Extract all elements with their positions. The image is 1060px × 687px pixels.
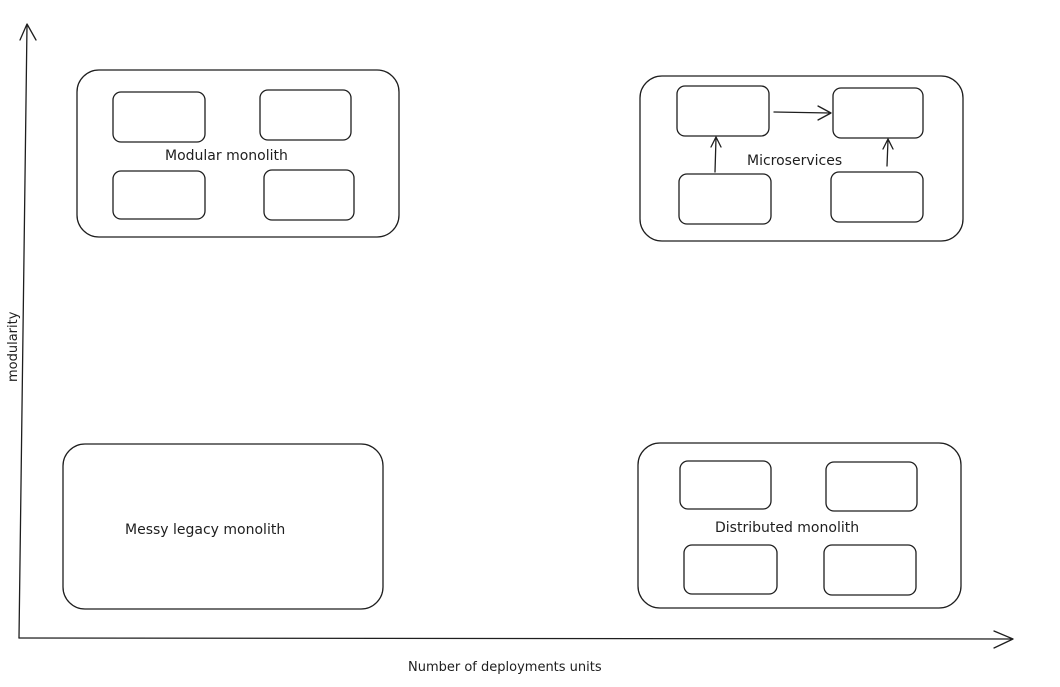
messy-legacy-monolith-box xyxy=(62,443,384,610)
modular-monolith-label: Modular monolith xyxy=(165,148,288,164)
arrow-up-left xyxy=(710,136,722,173)
distributed-monolith-quadrant: Distributed monolith xyxy=(637,442,962,609)
x-axis xyxy=(18,630,1014,649)
service-box xyxy=(679,460,772,510)
service-box xyxy=(676,85,770,137)
microservices-container xyxy=(639,75,964,242)
modular-monolith-container xyxy=(76,69,400,238)
service-box xyxy=(830,171,924,223)
module-box xyxy=(112,170,206,220)
service-box xyxy=(823,544,917,596)
distributed-monolith-label: Distributed monolith xyxy=(715,520,859,536)
service-box xyxy=(825,461,918,512)
arrow-up-right xyxy=(882,138,894,167)
y-axis-label: modularity xyxy=(6,311,21,382)
distributed-monolith-container xyxy=(637,442,962,609)
module-box xyxy=(263,169,355,221)
arrow-right xyxy=(773,105,832,121)
messy-legacy-monolith-quadrant: Messy legacy monolith xyxy=(62,443,384,610)
microservices-label: Microservices xyxy=(747,153,842,169)
messy-legacy-monolith-label: Messy legacy monolith xyxy=(125,522,285,538)
service-box xyxy=(832,87,924,139)
service-box xyxy=(678,173,772,225)
microservices-quadrant: Microservices xyxy=(639,75,964,242)
module-box xyxy=(259,89,352,141)
service-box xyxy=(683,544,778,595)
module-box xyxy=(112,91,206,143)
modular-monolith-quadrant: Modular monolith xyxy=(76,69,400,238)
y-axis xyxy=(18,23,37,639)
x-axis-label: Number of deployments units xyxy=(408,660,602,675)
